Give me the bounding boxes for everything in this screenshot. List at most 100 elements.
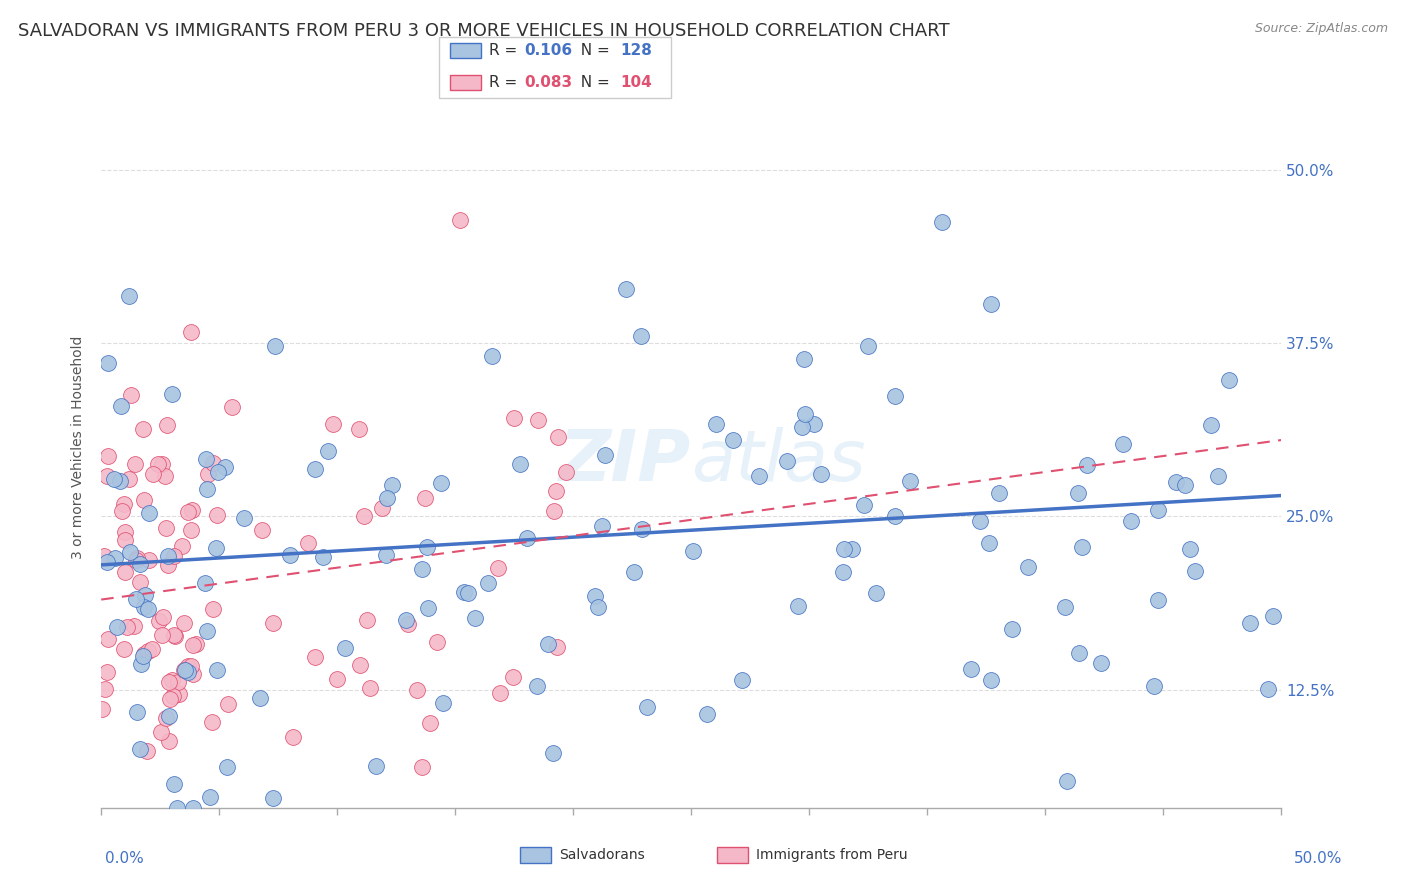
Point	[159, 691, 181, 706]
Point	[181, 638, 204, 652]
Point	[125, 814, 148, 829]
Point	[114, 533, 136, 547]
Point	[181, 800, 204, 814]
Point	[173, 663, 195, 677]
Point	[157, 708, 180, 723]
Text: SALVADORAN VS IMMIGRANTS FROM PERU 3 OR MORE VEHICLES IN HOUSEHOLD CORRELATION C: SALVADORAN VS IMMIGRANTS FROM PERU 3 OR …	[18, 22, 950, 40]
Point	[204, 541, 226, 555]
Point	[278, 548, 301, 562]
Point	[682, 544, 704, 558]
Point	[134, 647, 156, 661]
Point	[156, 549, 179, 564]
Point	[91, 814, 114, 829]
Point	[353, 508, 375, 523]
Point	[486, 561, 509, 575]
Point	[988, 486, 1011, 500]
Point	[163, 777, 186, 791]
Point	[1164, 475, 1187, 489]
Point	[704, 417, 727, 432]
Text: ZIP: ZIP	[560, 427, 692, 496]
Point	[841, 542, 863, 557]
Point	[1147, 592, 1170, 607]
Point	[481, 349, 503, 363]
Point	[790, 419, 813, 434]
Point	[1067, 646, 1090, 660]
Point	[173, 615, 195, 630]
Point	[148, 614, 170, 628]
Point	[96, 555, 118, 569]
Point	[371, 500, 394, 515]
Text: Salvadorans: Salvadorans	[560, 847, 645, 862]
Point	[318, 443, 340, 458]
Point	[93, 549, 115, 564]
Point	[748, 469, 770, 483]
Point	[1147, 502, 1170, 516]
Point	[155, 710, 177, 724]
Point	[125, 550, 148, 565]
Point	[810, 467, 832, 481]
Point	[381, 477, 404, 491]
Point	[1184, 564, 1206, 578]
Point	[281, 730, 304, 744]
Point	[180, 523, 202, 537]
Point	[90, 814, 112, 829]
Point	[555, 465, 578, 479]
Point	[1257, 682, 1279, 697]
Point	[138, 507, 160, 521]
Point	[375, 491, 398, 506]
Point	[453, 585, 475, 599]
Point	[312, 549, 335, 564]
Point	[91, 701, 114, 715]
Point	[464, 610, 486, 624]
Point	[117, 620, 139, 634]
Point	[105, 620, 128, 634]
Text: 50.0%: 50.0%	[1295, 851, 1343, 865]
Point	[969, 514, 991, 528]
Point	[326, 672, 349, 686]
Point	[160, 387, 183, 401]
Point	[1143, 679, 1166, 693]
Point	[93, 681, 115, 696]
Point	[97, 356, 120, 370]
Point	[162, 690, 184, 704]
Point	[132, 599, 155, 614]
Point	[129, 742, 152, 756]
Point	[262, 791, 284, 805]
Point	[1174, 478, 1197, 492]
Point	[197, 467, 219, 481]
Point	[1201, 418, 1223, 433]
Point	[502, 670, 524, 684]
Point	[349, 422, 371, 436]
Point	[865, 586, 887, 600]
Point	[1119, 514, 1142, 528]
Point	[263, 615, 285, 630]
Point	[96, 468, 118, 483]
Point	[207, 465, 229, 479]
Point	[172, 539, 194, 553]
Point	[150, 628, 173, 642]
Point	[803, 417, 825, 431]
Point	[152, 610, 174, 624]
Y-axis label: 3 or more Vehicles in Household: 3 or more Vehicles in Household	[72, 335, 86, 558]
Point	[112, 497, 135, 511]
Point	[177, 658, 200, 673]
Point	[418, 601, 440, 615]
Point	[136, 644, 159, 658]
Point	[623, 565, 645, 579]
Point	[121, 814, 143, 829]
Point	[527, 413, 550, 427]
Point	[221, 400, 243, 414]
Point	[160, 673, 183, 687]
Point	[186, 637, 208, 651]
Point	[118, 289, 141, 303]
Point	[406, 683, 429, 698]
Point	[157, 674, 180, 689]
Point	[207, 664, 229, 678]
Point	[429, 475, 451, 490]
Point	[232, 511, 254, 525]
Point	[181, 667, 204, 681]
Point	[194, 576, 217, 591]
Point	[174, 663, 197, 677]
Point	[166, 800, 188, 814]
Point	[411, 760, 433, 774]
